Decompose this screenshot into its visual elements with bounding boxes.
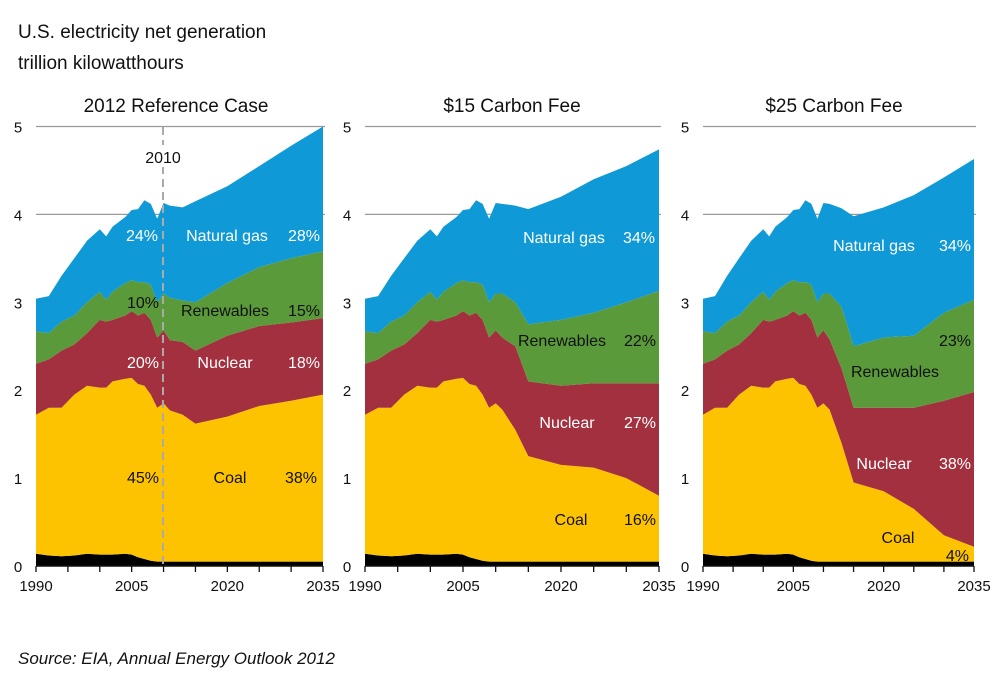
y-tick-label: 1: [681, 471, 689, 488]
panel-15-carbon-fee: $15 Carbon Fee 0 1 2 3 4 5 1990 2005 2020 2035: [343, 96, 676, 595]
y-tick-label: 4: [343, 207, 351, 224]
area-other: [36, 553, 323, 566]
y-tick-label: 2: [681, 383, 689, 400]
y-tick-label: 5: [343, 120, 351, 137]
label-nuc: Nuclear: [197, 355, 253, 372]
x-tick-label: 2020: [867, 578, 900, 595]
label-nuc-2010: 20%: [127, 355, 159, 372]
label-ren-2035: 23%: [939, 333, 971, 350]
label-ren-2010: 10%: [127, 295, 159, 312]
panel-reference-case: 2012 Reference Case 0 1 2 3 4 5 1990 2005 2020 20…: [14, 96, 340, 595]
area-natural-gas: [703, 159, 974, 347]
source-note: Source: EIA, Annual Energy Outlook 2012: [18, 649, 335, 668]
area-labels: 2010 24% Natural gas 28% 10% Renewables …: [126, 127, 971, 566]
x-tick-label: 2035: [642, 578, 675, 595]
x-tick-label: 2005: [777, 578, 810, 595]
label-ren: Renewables: [518, 333, 606, 350]
x-tick-label: 1990: [19, 578, 52, 595]
area-other: [365, 553, 659, 566]
marker-label-bg: [138, 145, 188, 167]
label-coal: Coal: [882, 530, 915, 547]
label-coal-2035: 38%: [285, 470, 317, 487]
area-renewables: [36, 251, 323, 364]
label-coal: Coal: [214, 470, 247, 487]
label-nuc: Nuclear: [856, 456, 912, 473]
area-renewables: [703, 280, 974, 408]
y-tick-label: 1: [343, 471, 351, 488]
label-gas: Natural gas: [523, 230, 605, 247]
panel-title: $25 Carbon Fee: [765, 96, 902, 117]
label-nuc-2035: 38%: [939, 456, 971, 473]
x-tick-label: 2035: [306, 578, 339, 595]
x-tick-label: 2035: [957, 578, 990, 595]
label-coal-2035: 4%: [946, 548, 969, 565]
label-nuc-2035: 18%: [288, 355, 320, 372]
y-tick-label: 3: [14, 295, 22, 312]
label-gas-2035: 28%: [288, 228, 320, 245]
area-other: [703, 553, 974, 566]
label-gas-2010: 24%: [126, 228, 158, 245]
y-tick-label: 3: [681, 295, 689, 312]
area-coal: [36, 377, 323, 562]
y-tick-label: 1: [14, 471, 22, 488]
x-tick-label: 2020: [544, 578, 577, 595]
label-gas: Natural gas: [186, 228, 268, 245]
area-nuclear: [36, 311, 323, 424]
y-tick-label: 2: [14, 383, 22, 400]
y-tick-label: 0: [681, 559, 689, 576]
x-tick-label: 2020: [211, 578, 244, 595]
label-gas-2035: 34%: [939, 238, 971, 255]
y-tick-label: 0: [343, 559, 351, 576]
area-natural-gas: [365, 149, 659, 334]
y-tick-label: 0: [14, 559, 22, 576]
label-coal-2010: 45%: [127, 470, 159, 487]
label-gas: Natural gas: [833, 238, 915, 255]
label-ren-2035: 15%: [288, 303, 320, 320]
x-tick-label: 1990: [348, 578, 381, 595]
area-natural-gas: [36, 126, 323, 334]
y-tick-label: 2: [343, 383, 351, 400]
area-renewables: [365, 280, 659, 386]
y-tick-label: 5: [14, 120, 22, 137]
y-tick-label: 5: [681, 120, 689, 137]
label-nuc-2035: 27%: [624, 415, 656, 432]
chart-units: trillion kilowatthours: [18, 53, 184, 74]
label-ren: Renewables: [851, 364, 939, 381]
area-nuclear: [365, 311, 659, 496]
area-coal: [365, 377, 659, 562]
x-tick-label: 1990: [686, 578, 719, 595]
label-coal-2035: 16%: [624, 512, 656, 529]
area-coal: [703, 377, 974, 562]
marker-label: 2010: [145, 150, 181, 167]
panel-25-carbon-fee: $25 Carbon Fee 0 1 2 3 4 5 1990 2005 2020 2035: [681, 96, 991, 595]
y-tick-label: 4: [681, 207, 689, 224]
y-tick-label: 3: [343, 295, 351, 312]
area-nuclear: [703, 311, 974, 547]
label-ren: Renewables: [181, 303, 269, 320]
label-ren-2035: 22%: [624, 333, 656, 350]
panel-title: 2012 Reference Case: [84, 96, 269, 117]
x-tick-label: 2005: [446, 578, 479, 595]
panel-title: $15 Carbon Fee: [443, 96, 580, 117]
label-coal: Coal: [555, 512, 588, 529]
y-tick-label: 4: [14, 207, 22, 224]
label-nuc: Nuclear: [539, 415, 595, 432]
chart-title: U.S. electricity net generation: [18, 22, 266, 43]
x-tick-label: 2005: [115, 578, 148, 595]
label-gas-2035: 34%: [623, 230, 655, 247]
